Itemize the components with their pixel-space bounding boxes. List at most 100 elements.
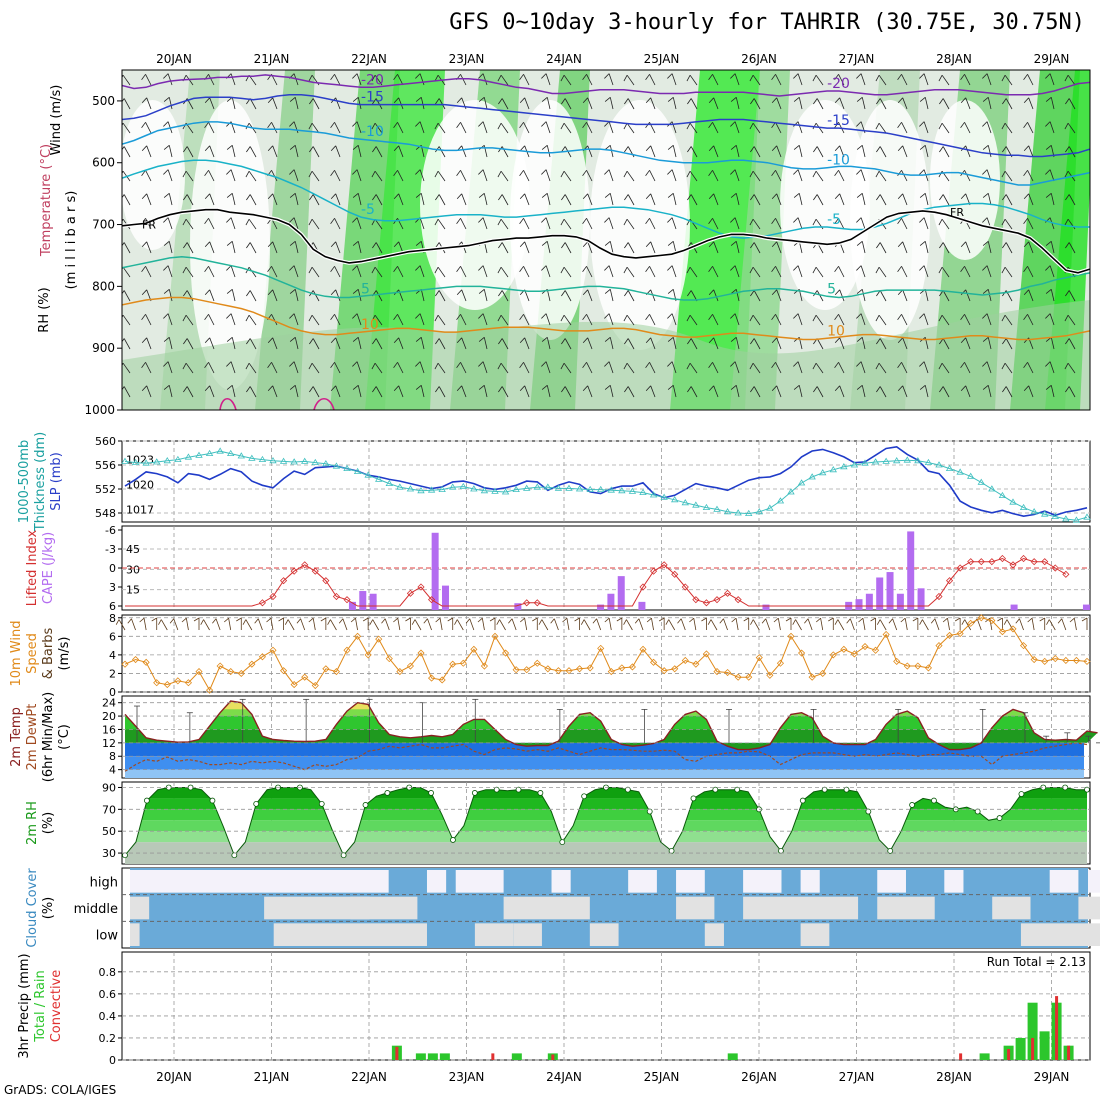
- barb-flag: [330, 241, 336, 248]
- wind-barb: [163, 73, 173, 86]
- barb-flag: [163, 265, 169, 271]
- barb-flag: [497, 362, 502, 370]
- wind-barb: [1064, 314, 1076, 326]
- wind-barb: [897, 241, 908, 254]
- wind-barb: [267, 193, 278, 206]
- barb-flag: [730, 192, 737, 198]
- wind-speed-marker: [808, 673, 816, 681]
- rh-marker: [493, 786, 500, 793]
- barb-staff: [523, 314, 530, 326]
- wind-barb: [856, 240, 866, 254]
- barb-staff: [1050, 193, 1055, 206]
- li-marker: [946, 577, 954, 585]
- wind-barb: [982, 336, 992, 350]
- barb-staff: [356, 313, 362, 326]
- barb-flag: [582, 218, 587, 224]
- barb-staff: [312, 338, 320, 350]
- thickness-marker: [766, 504, 774, 511]
- barb-staff: [501, 338, 509, 350]
- li-marker: [988, 558, 996, 566]
- wind-barb: [309, 386, 320, 398]
- wind-barb: [919, 240, 929, 254]
- surface-wind-barb: [489, 617, 496, 630]
- barb-flag: [793, 192, 800, 198]
- barb-staff: [1073, 618, 1077, 631]
- wind-barb: [834, 337, 845, 350]
- barb-flag: [667, 361, 673, 367]
- barb-flag: [560, 314, 565, 322]
- barb-flag: [730, 288, 737, 294]
- barb-staff: [460, 362, 467, 374]
- wind-barb: [1045, 192, 1055, 206]
- barb-flag: [897, 362, 902, 368]
- wind-speed-marker: [311, 681, 319, 690]
- barb-staff: [626, 362, 635, 374]
- wind-barb: [919, 361, 929, 374]
- barb-staff: [712, 266, 719, 278]
- barb-staff: [626, 170, 635, 182]
- barb-flag: [254, 618, 259, 624]
- barb-flag: [960, 289, 966, 296]
- barb-flag: [623, 619, 627, 625]
- barb-flag: [834, 385, 840, 392]
- barb-staff: [439, 618, 443, 631]
- barb-staff: [1068, 386, 1076, 398]
- barb-staff: [524, 618, 528, 631]
- barb-flag: [645, 170, 650, 176]
- barb-flag: [267, 289, 273, 296]
- wind-barb: [415, 192, 425, 206]
- barb-flag: [141, 241, 147, 248]
- barb-flag: [846, 618, 851, 624]
- upper-ytick-label: 500: [92, 94, 115, 108]
- barb-staff: [734, 121, 740, 134]
- barb-flag: [498, 290, 503, 297]
- wind-barb: [267, 362, 278, 374]
- barb-flag: [245, 362, 250, 370]
- barb-staff: [271, 266, 278, 278]
- barb-flag: [1023, 241, 1029, 248]
- barb-staff: [357, 289, 362, 302]
- barb-staff: [902, 97, 908, 110]
- thickness-marker: [649, 491, 658, 498]
- barb-staff: [1067, 362, 1076, 374]
- barb-flag: [708, 314, 713, 320]
- barb-staff: [312, 618, 316, 631]
- wind-speed-marker: [988, 617, 996, 625]
- wind-barb: [749, 266, 761, 278]
- wind-barb: [938, 218, 950, 230]
- barb-flag: [812, 74, 817, 82]
- barb-flag: [708, 337, 714, 344]
- barb-staff: [270, 618, 274, 631]
- barb-staff: [131, 618, 136, 631]
- barb-flag: [226, 361, 232, 367]
- wind-barb: [245, 362, 257, 374]
- barb-staff: [523, 122, 530, 134]
- barb-staff: [272, 145, 278, 158]
- barb-flag: [498, 194, 503, 201]
- barb-staff: [735, 289, 740, 302]
- barb-flag: [624, 194, 629, 201]
- barb-staff: [776, 97, 782, 110]
- barb-staff: [1050, 241, 1055, 254]
- barb-staff: [839, 385, 845, 398]
- barb-staff: [438, 194, 446, 206]
- thickness-marker: [808, 473, 816, 480]
- wind-barb: [163, 144, 173, 158]
- barb-staff: [500, 314, 509, 326]
- barb-staff: [420, 193, 425, 206]
- rh2m-ytick-label: 90: [102, 781, 116, 794]
- barb-staff: [335, 289, 341, 302]
- barb-flag: [478, 96, 485, 102]
- surface-wind-barb: [646, 617, 654, 631]
- barb-staff: [272, 337, 278, 350]
- barb-staff: [671, 265, 677, 278]
- wind-barb: [1023, 218, 1034, 230]
- barb-staff: [735, 385, 740, 398]
- wind-barb: [561, 98, 572, 110]
- surface-wind-barb: [689, 617, 697, 631]
- wind-barb: [793, 192, 803, 206]
- barb-flag: [982, 265, 988, 271]
- barb-flag: [267, 145, 273, 152]
- thickness-marker: [501, 488, 510, 495]
